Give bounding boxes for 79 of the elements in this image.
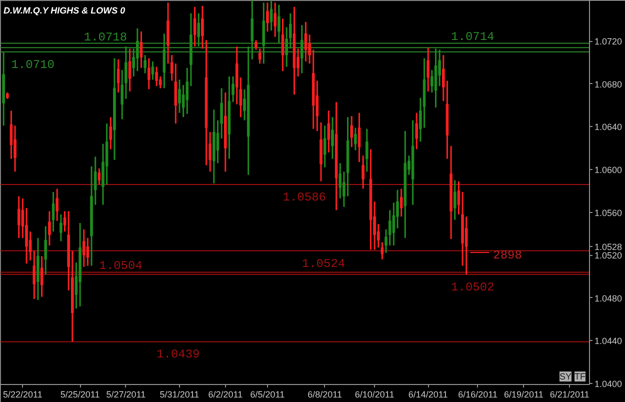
y-tick-label: 1.0560: [594, 208, 622, 218]
ref-line-label: 1.0718: [84, 30, 128, 44]
ref-line-label: 1.0502: [451, 280, 494, 294]
y-tick-label: 1.0520: [594, 250, 622, 261]
y-tick-label: 1.0640: [594, 122, 622, 132]
ref-line-label: 1.0504: [99, 259, 142, 274]
candlestick: [48, 210, 51, 246]
candlestick: [201, 5, 204, 50]
candlestick: [60, 214, 62, 242]
candlestick: [266, 2, 269, 32]
candlestick: [362, 154, 364, 190]
candlestick: [148, 58, 150, 90]
x-tick-label: 5/27/2011: [106, 390, 146, 400]
candlestick: [380, 241, 384, 260]
candlestick: [151, 60, 154, 80]
x-tick-label: 6/16/2011: [458, 390, 498, 400]
candlestick: [358, 112, 361, 163]
candlestick: [155, 66, 158, 87]
y-tick-label: 1.0680: [594, 79, 622, 90]
candlestick: [258, 48, 262, 64]
ref-line-label: 1.0714: [451, 30, 494, 44]
x-tick-label: 6/2/2011: [208, 390, 243, 400]
candlestick: [281, 18, 284, 72]
candlestick: [274, 2, 277, 38]
candlestick: [327, 110, 330, 154]
y-tick-label: 1.0440: [594, 336, 622, 346]
y-tick-label: 1.0600: [594, 165, 622, 176]
text: D.W.M.Q.Y HIGHS & LOWS 0: [4, 6, 126, 16]
x-tick-label: 6/10/2011: [354, 390, 394, 400]
candlestick: [82, 228, 86, 268]
annotation: TF: [574, 372, 586, 382]
candlestick: [426, 46, 430, 92]
candlestick: [140, 30, 143, 69]
candlestick: [304, 21, 308, 62]
x-tick-label: 5/31/2011: [160, 390, 200, 400]
candlestick: [56, 188, 59, 222]
x-tick-label: 6/19/2011: [504, 390, 544, 400]
ref-line-label: 1.0586: [282, 190, 326, 204]
candlestick: [270, 0, 273, 32]
x-tick-label: 6/5/2011: [250, 390, 285, 400]
candlestick: [430, 69, 434, 94]
ref-line-label: 1.0710: [11, 58, 54, 72]
candlestick: [453, 179, 456, 221]
candlestick: [128, 48, 132, 92]
y-tick-label: 1.0480: [594, 293, 622, 304]
x-tick-label: 6/21/2011: [550, 390, 590, 400]
candlestick: [331, 116, 334, 160]
x-tick-label: 6/14/2011: [408, 390, 448, 400]
x-tick-label: 5/25/2011: [60, 390, 100, 400]
candlestick: [174, 62, 178, 124]
candlestick: [392, 202, 396, 246]
candlestick: [40, 255, 44, 298]
candlestick: [354, 127, 357, 151]
annotation: SY: [560, 372, 572, 382]
candlestick: [178, 78, 181, 114]
candlestick: [193, 6, 196, 48]
candlestick: [254, 39, 258, 50]
ref-line-label: 1.0439: [156, 348, 200, 362]
candlestick: [98, 168, 101, 186]
candlestick: [350, 115, 354, 148]
candlestick: [17, 195, 20, 239]
ref-line-label: 1.0524: [302, 256, 346, 271]
x-tick-label: 5/22/2011: [3, 390, 42, 400]
annotation: 2898: [493, 248, 522, 263]
candlestick: [44, 225, 48, 276]
y-tick-label: 1.0528: [594, 242, 622, 252]
y-tick-label: 1.0400: [594, 378, 622, 389]
candlestick: [366, 128, 368, 172]
x-tick-label: 6/8/2011: [308, 390, 342, 400]
candlestick: [52, 191, 55, 232]
candlestick: [10, 110, 13, 160]
candlestick: [144, 54, 146, 74]
candlestick: [400, 188, 403, 218]
candlestick: [415, 112, 418, 150]
candlestick: [109, 116, 112, 150]
y-tick-label: 1.0720: [594, 36, 622, 47]
candlestick: [63, 210, 66, 232]
candlestick: [116, 58, 120, 94]
candlestick: [323, 124, 326, 168]
